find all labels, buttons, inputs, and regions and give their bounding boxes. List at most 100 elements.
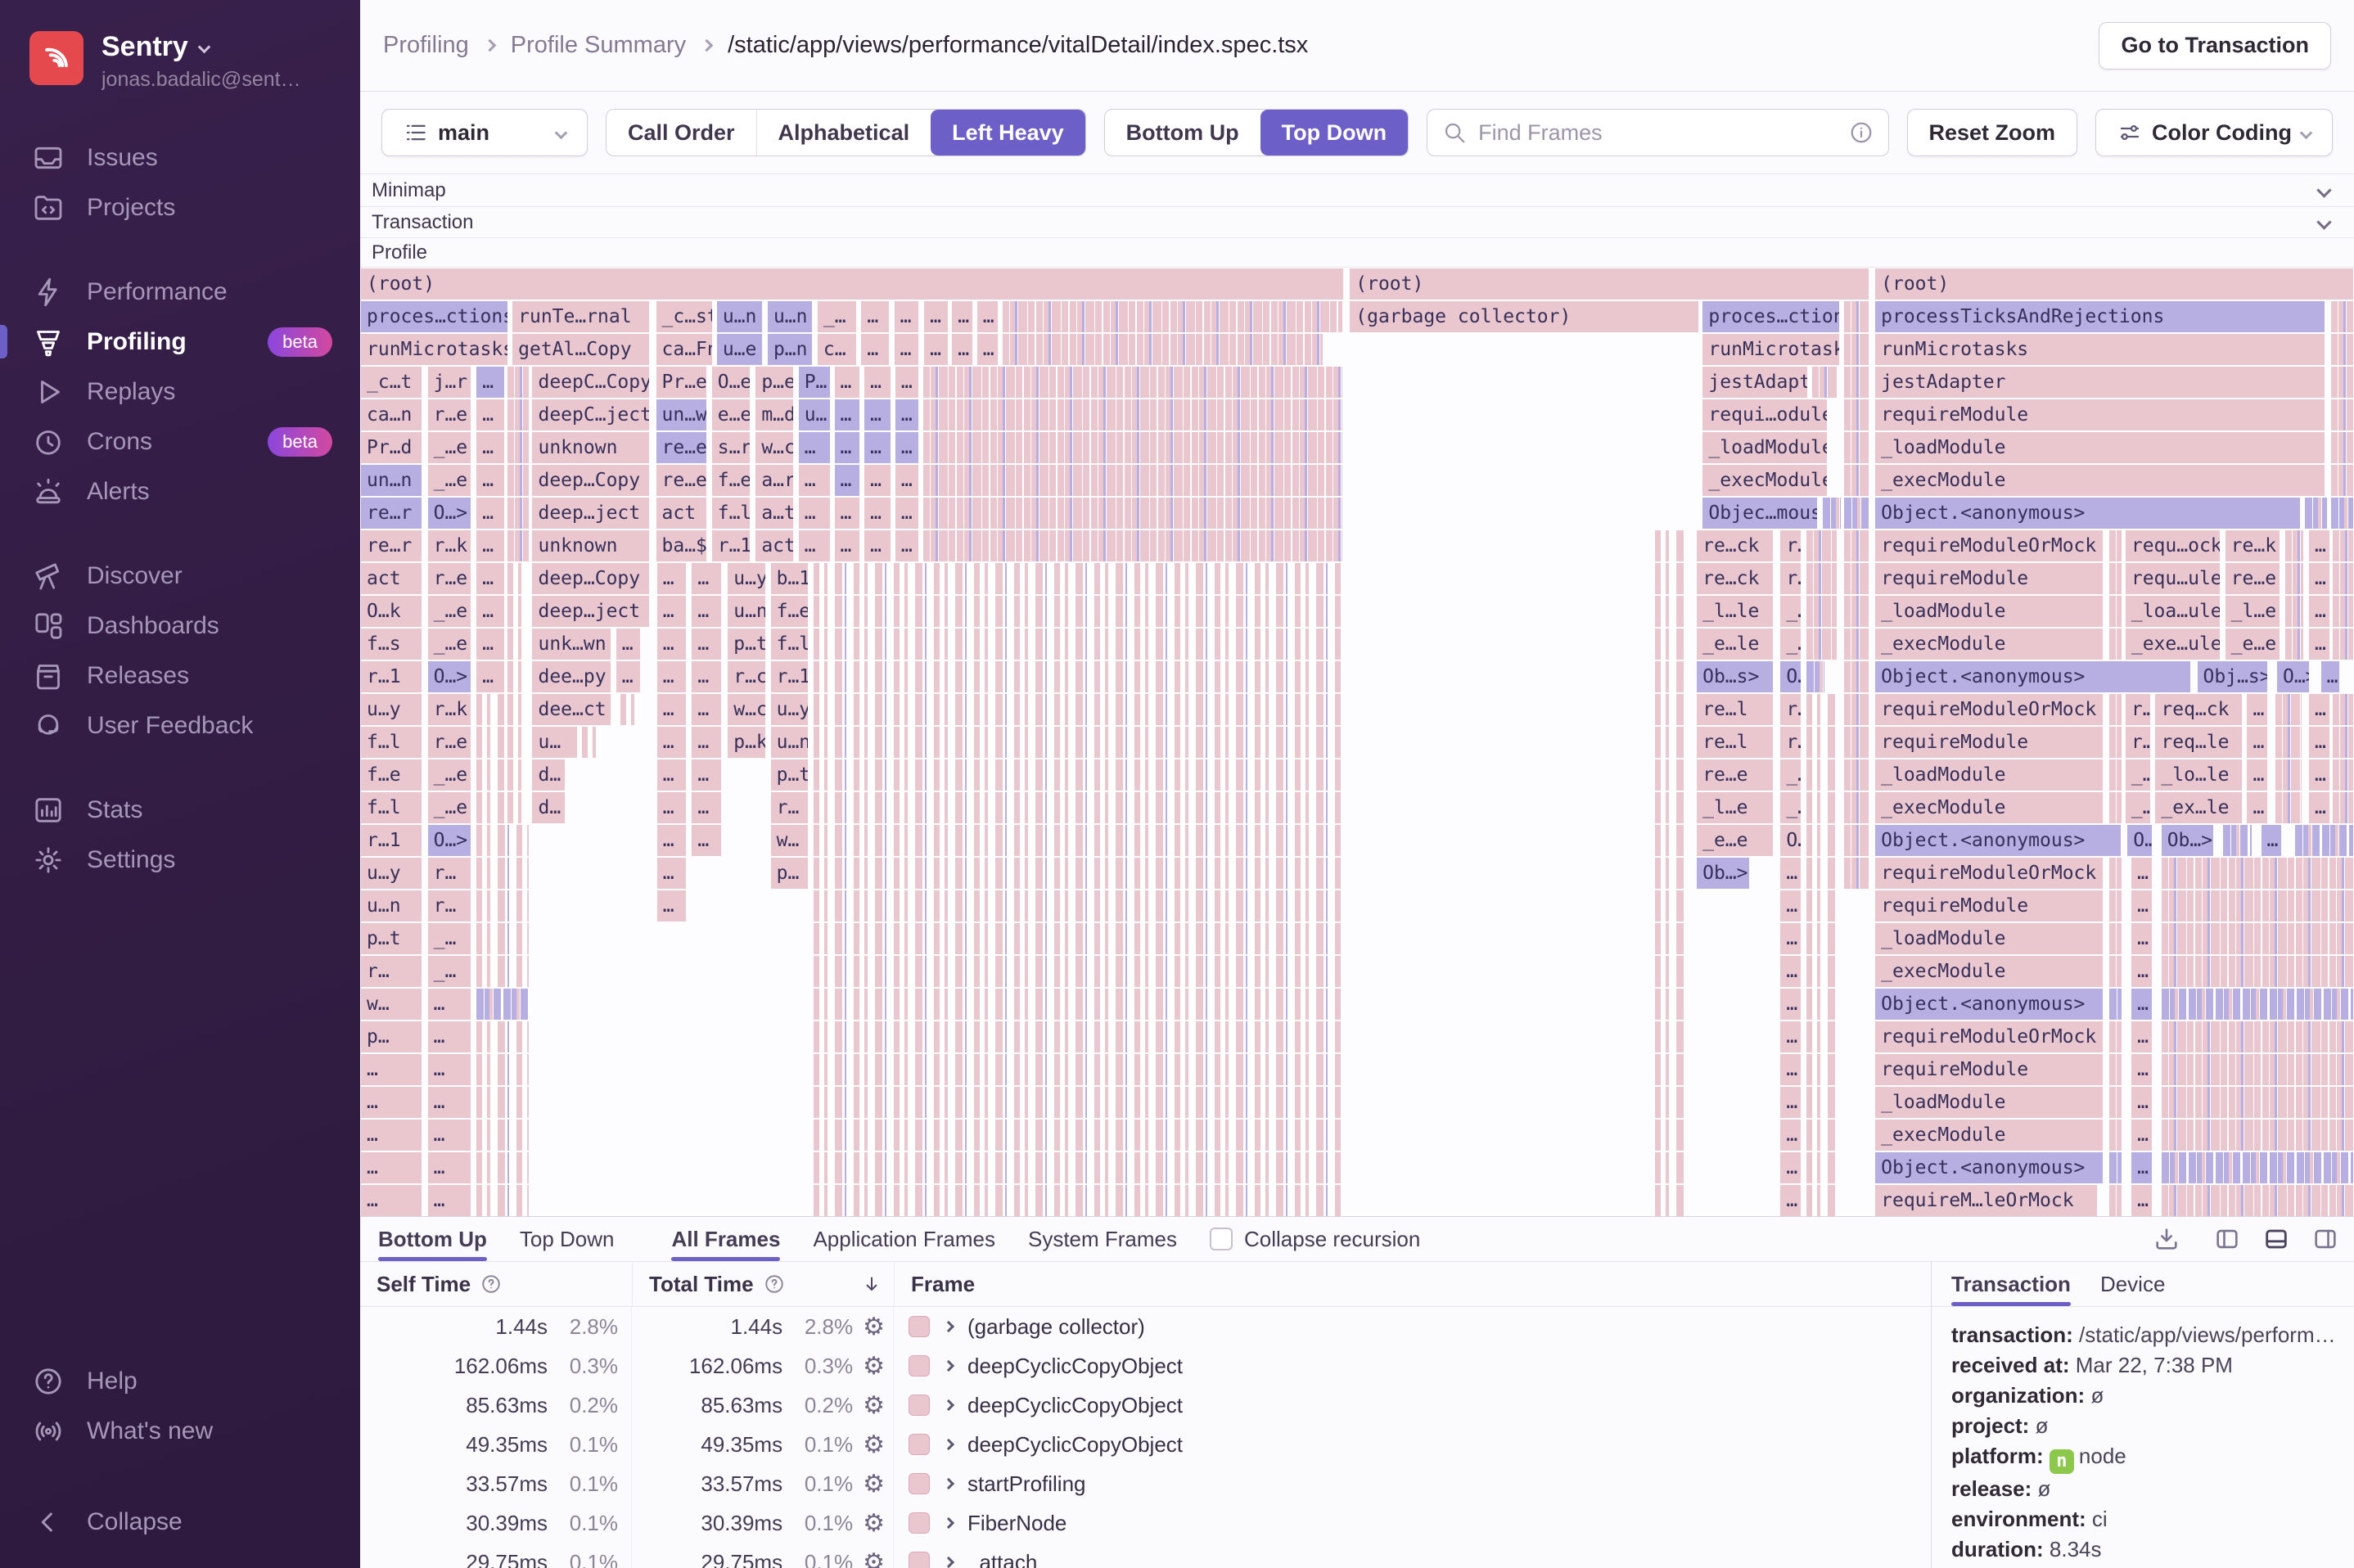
flame-cell[interactable]: _e…le: [1696, 628, 1775, 660]
flame-cell[interactable]: [1806, 824, 1838, 857]
flame-cell[interactable]: [1806, 1086, 1838, 1119]
flame-cell[interactable]: _execModule: [1874, 1119, 2104, 1151]
expand-chevron-icon[interactable]: [942, 1359, 955, 1372]
flame-cell[interactable]: [476, 1184, 530, 1216]
flame-cell[interactable]: …: [691, 660, 723, 693]
flame-cell[interactable]: [812, 562, 1343, 595]
profile-section[interactable]: Profile: [360, 237, 2354, 267]
flame-cell[interactable]: processTicksAndRejections: [1874, 300, 2325, 333]
flame-cell[interactable]: u…n: [766, 300, 813, 333]
flame-cell[interactable]: _…: [2124, 791, 2151, 824]
flame-cell[interactable]: …: [426, 988, 472, 1021]
flame-cell[interactable]: (root): [1874, 268, 2354, 300]
flame-cell[interactable]: [1653, 660, 1686, 693]
flame-cell[interactable]: _e…e: [1696, 824, 1775, 857]
flame-cell[interactable]: [812, 988, 1343, 1021]
transaction-section[interactable]: Transaction: [360, 206, 2354, 237]
flame-cell[interactable]: [1653, 529, 1686, 562]
flame-cell[interactable]: [2160, 1086, 2354, 1119]
flame-cell[interactable]: [1843, 497, 1870, 529]
flame-cell[interactable]: r…1: [360, 660, 422, 693]
flame-cell[interactable]: …: [426, 1119, 472, 1151]
flame-cell[interactable]: …: [656, 660, 688, 693]
flame-cell[interactable]: [1806, 1184, 1838, 1216]
flame-cell[interactable]: [507, 791, 530, 824]
flame-cell[interactable]: …: [797, 464, 831, 497]
flame-cell[interactable]: [1002, 333, 1324, 366]
flame-cell[interactable]: _loadModule: [1874, 922, 2104, 955]
flame-cell[interactable]: _l…e: [1696, 791, 1775, 824]
flame-cell[interactable]: [507, 693, 530, 726]
flame-cell[interactable]: [1806, 726, 1838, 759]
flame-cell[interactable]: r…: [1779, 562, 1802, 595]
flame-cell[interactable]: [1653, 1086, 1686, 1119]
flame-cell[interactable]: [2108, 1086, 2123, 1119]
flame-cell[interactable]: proces…ctions: [1702, 300, 1840, 333]
flame-cell[interactable]: …: [864, 399, 892, 431]
flame-cell[interactable]: [2108, 1053, 2123, 1086]
table-row[interactable]: 162.06ms 0.3% 162.06ms 0.3% ⚙ deepCyclicCopyO…: [360, 1346, 1931, 1386]
flame-cell[interactable]: [2108, 857, 2123, 890]
flame-cell[interactable]: [1002, 300, 1343, 333]
flame-cell[interactable]: w…: [360, 988, 422, 1021]
flame-cell[interactable]: [476, 1086, 530, 1119]
flame-cell[interactable]: [1653, 1119, 1686, 1151]
flame-cell[interactable]: e…e: [710, 399, 751, 431]
flame-cell[interactable]: …: [2307, 693, 2330, 726]
flame-cell[interactable]: requireModule: [1874, 1053, 2104, 1086]
gear-icon[interactable]: ⚙: [863, 1548, 885, 1568]
sidebar-item-issues[interactable]: Issues: [0, 133, 360, 182]
flame-cell[interactable]: [1806, 988, 1838, 1021]
flame-cell[interactable]: _loadModule: [1874, 759, 2104, 791]
flame-cell[interactable]: re…l: [1696, 726, 1775, 759]
flame-cell[interactable]: re…k: [2224, 529, 2280, 562]
layout-left-icon[interactable]: [2213, 1225, 2241, 1253]
flame-cell[interactable]: [476, 791, 505, 824]
flame-cell[interactable]: p…n: [766, 333, 813, 366]
flame-cell[interactable]: [1843, 399, 1870, 431]
flame-cell[interactable]: [2108, 595, 2123, 628]
gear-icon[interactable]: ⚙: [863, 1469, 885, 1498]
flame-cell[interactable]: Ob…s>: [1696, 660, 1775, 693]
flame-cell[interactable]: act: [360, 562, 422, 595]
flame-cell[interactable]: re…l: [1696, 693, 1775, 726]
flame-cell[interactable]: runTe…rnal: [512, 300, 651, 333]
flame-cell[interactable]: re…r: [360, 497, 422, 529]
flame-cell[interactable]: [1843, 529, 1870, 562]
flame-cell[interactable]: [476, 759, 505, 791]
flame-cell[interactable]: u…n: [715, 300, 764, 333]
flame-cell[interactable]: _…e: [426, 628, 472, 660]
find-frames-search[interactable]: [1427, 109, 1889, 156]
flame-cell[interactable]: u…y: [360, 857, 422, 890]
table-row[interactable]: 29.75ms 0.1% 29.75ms 0.1% ⚙ _attach: [360, 1543, 1931, 1568]
sidebar-item-projects[interactable]: Projects: [0, 182, 360, 232]
flame-cell[interactable]: un…wn: [655, 399, 707, 431]
flame-cell[interactable]: u…e: [715, 333, 764, 366]
flame-cell[interactable]: [2222, 824, 2253, 857]
minimap-section[interactable]: Minimap: [360, 173, 2354, 206]
flame-cell[interactable]: (garbage collector): [1349, 300, 1699, 333]
flame-cell[interactable]: P…: [797, 366, 831, 399]
flame-cell[interactable]: [812, 628, 1343, 660]
flame-cell[interactable]: ba…$1: [655, 529, 707, 562]
flame-cell[interactable]: _…: [1779, 595, 1802, 628]
flame-cell[interactable]: a…r: [755, 464, 794, 497]
gear-icon[interactable]: ⚙: [863, 1508, 885, 1538]
flame-cell[interactable]: [1811, 366, 1838, 399]
flame-cell[interactable]: …: [923, 333, 949, 366]
flame-cell[interactable]: [507, 431, 530, 464]
flame-cell[interactable]: O…e: [710, 366, 751, 399]
flame-cell[interactable]: [1653, 922, 1686, 955]
expand-chevron-icon[interactable]: [942, 1556, 955, 1568]
flame-cell[interactable]: _loa…ule: [2124, 595, 2221, 628]
gear-icon[interactable]: ⚙: [863, 1351, 885, 1381]
flame-cell[interactable]: [2284, 595, 2305, 628]
flame-cell[interactable]: …: [656, 857, 688, 890]
flame-cell[interactable]: …: [797, 529, 831, 562]
flame-cell[interactable]: [2108, 693, 2123, 726]
flame-cell[interactable]: runMicrotasks: [1702, 333, 1840, 366]
flame-cell[interactable]: [2332, 726, 2354, 759]
flame-cell[interactable]: [476, 1151, 530, 1184]
flame-cell[interactable]: _…e: [426, 595, 472, 628]
flame-cell[interactable]: …: [864, 464, 892, 497]
